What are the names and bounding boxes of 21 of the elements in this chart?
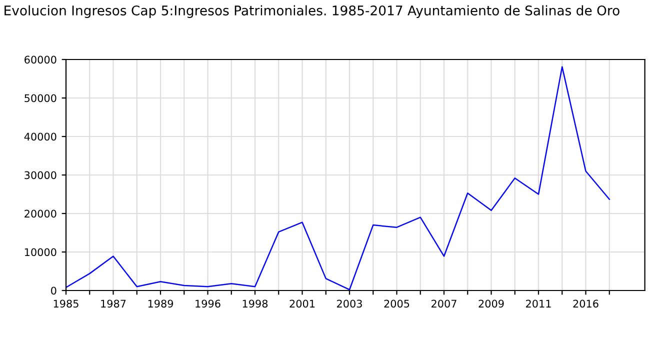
x-tick-label: 2003 <box>337 300 362 308</box>
y-tick-label: 0 <box>51 286 56 295</box>
y-tick-label: 30000 <box>24 171 56 180</box>
x-tick-label: 2005 <box>384 300 410 308</box>
x-tick-label: 2001 <box>290 300 315 308</box>
x-tick-label: 2009 <box>478 300 504 308</box>
y-tick-label: 60000 <box>24 56 56 64</box>
x-tick-label: 2016 <box>573 300 598 308</box>
x-tick-label: 1996 <box>196 300 220 308</box>
x-tick-label: 2011 <box>526 300 551 308</box>
y-tick-label: 40000 <box>24 132 56 141</box>
x-tick-label: 1989 <box>148 300 174 308</box>
line-series <box>66 66 610 290</box>
chart-title: Evolucion Ingresos Cap 5:Ingresos Patrimoniales. 1985-2017 Ayuntamiento de Salinas de Oro <box>4 5 620 18</box>
x-tick-label: 1998 <box>242 300 268 308</box>
y-tick-label: 50000 <box>24 94 56 102</box>
x-tick-label: 1987 <box>101 300 126 308</box>
x-tick-label: 1985 <box>54 300 78 308</box>
y-tick-label: 10000 <box>24 248 56 256</box>
y-tick-label: 20000 <box>24 210 56 218</box>
x-tick-label: 2007 <box>432 300 456 308</box>
